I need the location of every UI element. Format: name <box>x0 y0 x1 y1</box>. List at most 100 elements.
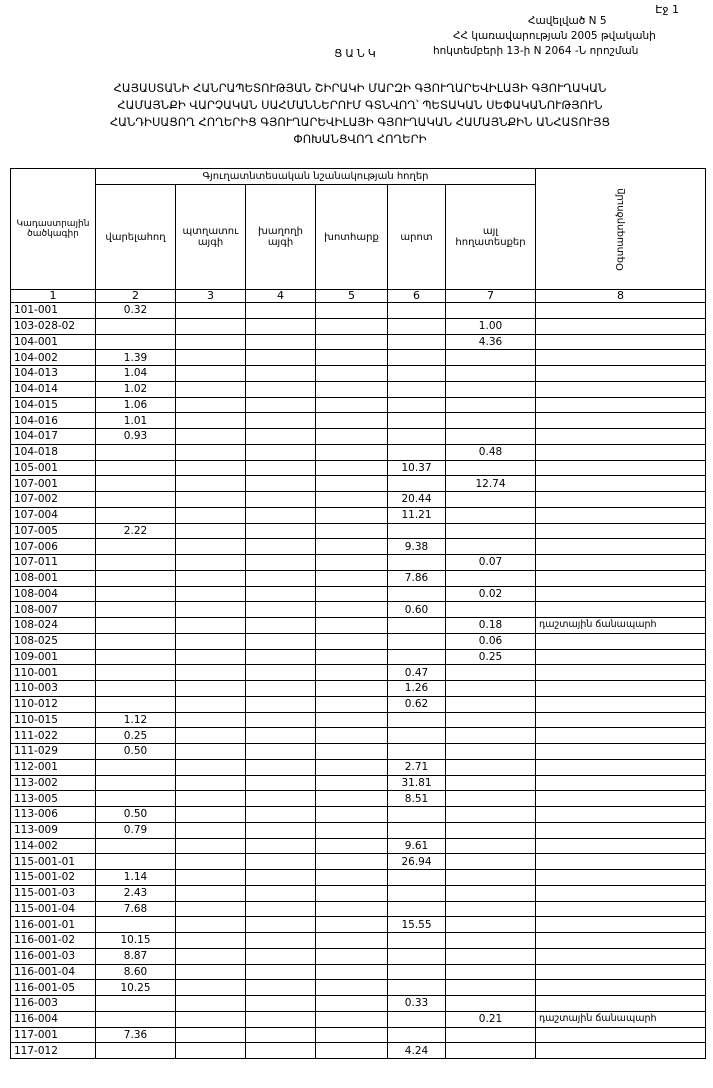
usage-cell <box>535 585 706 603</box>
appendix-line: հոկտեմբերի 13-ի N 2064 -Ն որոշման <box>433 45 639 57</box>
usage-cell <box>535 806 706 823</box>
area-cell: 7.68 <box>95 900 176 918</box>
cadastral-code: 110-001 <box>10 664 96 681</box>
usage-cell <box>535 963 706 981</box>
area-cell: 0.93 <box>95 428 176 445</box>
cadastral-code: 115-001-04 <box>10 900 96 918</box>
table-row: 107-004 11.21 <box>10 506 706 524</box>
area-cell <box>245 396 316 414</box>
cadastral-code: 105-001 <box>10 459 96 477</box>
cadastral-code: 108-007 <box>10 601 96 618</box>
area-cell: 9.61 <box>387 837 446 855</box>
table-row: 103-028-02 1.00 <box>10 317 706 335</box>
area-cell: 8.87 <box>95 947 176 965</box>
list-title: ՑԱՆԿ <box>334 47 379 60</box>
column-header: արոտ <box>387 184 446 290</box>
usage-cell <box>535 932 706 949</box>
area-cell <box>245 916 316 933</box>
cadastral-code: 110-015 <box>10 711 96 729</box>
area-cell <box>445 963 536 981</box>
usage-cell <box>535 569 706 587</box>
area-cell <box>315 475 388 492</box>
area-cell <box>445 758 536 776</box>
area-cell <box>445 428 536 445</box>
table-row: 107-011 0.07 <box>10 554 706 571</box>
table-row: 116-003 0.33 <box>10 995 706 1012</box>
area-cell <box>245 1010 316 1028</box>
area-cell: 7.36 <box>95 1026 176 1044</box>
area-cell <box>95 617 176 634</box>
group-header: Գյուղատնտեսական նշանակության հողեր <box>95 168 536 185</box>
column-header-text: Օգտագործումը <box>614 187 626 271</box>
area-cell <box>445 743 536 760</box>
cadastral-code: 104-002 <box>10 349 96 366</box>
column-header: վարելահող <box>95 184 176 290</box>
area-cell <box>175 821 246 839</box>
area-cell <box>175 900 246 918</box>
cadastral-code: 114-002 <box>10 837 96 855</box>
area-cell <box>315 932 388 949</box>
land-table: Կադաստրային ծածկագիր Գյուղատնտեսական նշա… <box>10 168 706 1059</box>
usage-cell <box>535 317 706 335</box>
area-cell: 26.94 <box>387 853 446 870</box>
area-cell <box>175 491 246 508</box>
area-cell <box>95 916 176 933</box>
area-cell <box>315 900 388 918</box>
area-cell <box>315 365 388 382</box>
area-cell: 4.36 <box>445 333 536 351</box>
area-cell <box>175 538 246 555</box>
area-cell <box>315 506 388 524</box>
area-cell <box>387 396 446 414</box>
area-cell <box>445 396 536 414</box>
area-cell <box>175 428 246 445</box>
area-cell <box>445 790 536 807</box>
cadastral-code: 117-001 <box>10 1026 96 1044</box>
area-cell <box>95 317 176 335</box>
area-cell: 0.18 <box>445 617 536 634</box>
area-cell: 9.38 <box>387 538 446 555</box>
area-cell <box>95 758 176 776</box>
area-cell <box>445 522 536 540</box>
area-cell <box>445 916 536 933</box>
area-cell <box>445 947 536 965</box>
area-cell: 0.21 <box>445 1010 536 1028</box>
appendix-line: ՀՀ կառավարության 2005 թվականի <box>453 30 656 42</box>
area-cell: 2.43 <box>95 884 176 902</box>
cadastral-code: 116-004 <box>10 1010 96 1028</box>
area-cell <box>245 317 316 335</box>
area-cell <box>387 884 446 902</box>
usage-cell <box>535 979 706 996</box>
cadastral-code: 104-013 <box>10 365 96 382</box>
area-cell <box>95 695 176 713</box>
page-number: Էջ 1 <box>655 3 679 16</box>
area-cell <box>387 443 446 461</box>
cadastral-code: 116-001-01 <box>10 916 96 933</box>
area-cell <box>95 664 176 681</box>
column-number: 6 <box>387 289 446 303</box>
usage-cell <box>535 1042 706 1059</box>
area-cell <box>245 853 316 870</box>
usage-cell <box>535 380 706 398</box>
area-cell <box>387 947 446 965</box>
area-cell <box>95 853 176 870</box>
cadastral-code: 117-012 <box>10 1042 96 1059</box>
area-cell <box>175 995 246 1012</box>
area-cell <box>315 758 388 776</box>
usage-cell <box>535 396 706 414</box>
table-row: 115-001-02 1.14 <box>10 869 706 886</box>
area-cell: 1.12 <box>95 711 176 729</box>
area-cell <box>245 932 316 949</box>
area-cell <box>175 522 246 540</box>
area-cell <box>445 884 536 902</box>
area-cell <box>175 1042 246 1059</box>
area-cell <box>315 947 388 965</box>
cadastral-code: 104-014 <box>10 380 96 398</box>
table-row: 116-001-01 15.55 <box>10 916 706 933</box>
area-cell <box>387 711 446 729</box>
area-cell <box>175 743 246 760</box>
area-cell <box>245 869 316 886</box>
area-cell <box>245 443 316 461</box>
area-cell: 1.01 <box>95 412 176 429</box>
cadastral-code: 110-012 <box>10 695 96 713</box>
